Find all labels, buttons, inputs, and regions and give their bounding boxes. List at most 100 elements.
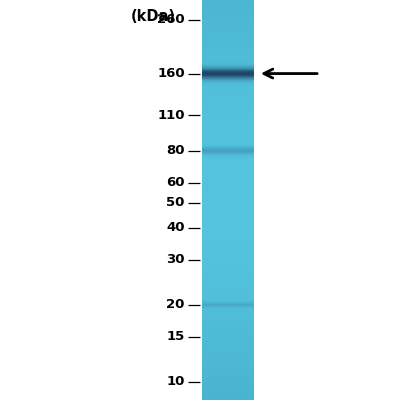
Bar (202, 87, 254, 88)
Bar (202, 54, 254, 55)
Bar (202, 57, 254, 58)
Bar (202, 162, 254, 163)
Bar (202, 259, 254, 260)
Bar (202, 79, 254, 80)
Bar (202, 92, 254, 93)
Bar (202, 69, 254, 70)
Bar (202, 91, 254, 92)
Bar (202, 140, 254, 141)
Bar (202, 226, 254, 228)
Bar (202, 160, 254, 161)
Bar (202, 123, 254, 124)
Bar (202, 141, 254, 142)
Bar (202, 36, 254, 37)
Bar (202, 224, 254, 226)
Bar (202, 126, 254, 127)
Bar (202, 131, 254, 132)
Bar (202, 333, 254, 334)
Bar (202, 43, 254, 44)
Bar (202, 396, 254, 397)
Bar (202, 248, 254, 249)
Bar (202, 151, 254, 152)
Bar (202, 23, 254, 24)
Bar (202, 346, 254, 347)
Text: 110: 110 (157, 109, 185, 122)
Bar (202, 374, 254, 375)
Bar (202, 24, 254, 25)
Bar (202, 310, 254, 311)
Bar (202, 266, 254, 267)
Bar (202, 379, 254, 380)
Bar (202, 3, 254, 4)
Bar (202, 19, 254, 20)
Bar (202, 144, 254, 145)
Bar (202, 139, 254, 140)
Bar (202, 370, 254, 371)
Bar (202, 48, 254, 49)
Bar (202, 61, 254, 62)
Bar (202, 21, 254, 22)
Bar (202, 45, 254, 46)
Bar (202, 26, 254, 27)
Bar (202, 124, 254, 125)
Bar (202, 153, 254, 154)
Bar (202, 39, 254, 40)
Bar (202, 196, 254, 198)
Bar (202, 4, 254, 5)
Bar (202, 52, 254, 53)
Bar (202, 49, 254, 50)
Bar (202, 139, 254, 140)
Bar (202, 73, 254, 74)
Bar (202, 54, 254, 55)
Bar (202, 212, 254, 214)
Bar (202, 146, 254, 147)
Bar (202, 342, 254, 343)
Bar (202, 280, 254, 281)
Bar (202, 296, 254, 297)
Bar (202, 173, 254, 174)
Bar (202, 117, 254, 118)
Bar (202, 63, 254, 64)
Bar (202, 158, 254, 159)
Bar (202, 222, 254, 224)
Text: 260: 260 (157, 13, 185, 26)
Bar (202, 120, 254, 121)
Bar (202, 128, 254, 129)
Bar (202, 385, 254, 386)
Bar (202, 200, 254, 202)
Bar (202, 186, 254, 188)
Bar (202, 88, 254, 89)
Bar (202, 391, 254, 392)
Bar (202, 142, 254, 143)
Bar (202, 111, 254, 112)
Bar (202, 160, 254, 162)
Bar (202, 291, 254, 292)
Bar (202, 15, 254, 16)
Bar (202, 135, 254, 136)
Bar (202, 84, 254, 85)
Bar (202, 33, 254, 34)
Bar (202, 390, 254, 391)
Bar (202, 71, 254, 72)
Bar (202, 184, 254, 186)
Bar (202, 118, 254, 119)
Bar (202, 105, 254, 106)
Bar (202, 350, 254, 351)
Bar (202, 95, 254, 96)
Bar (202, 334, 254, 335)
Bar (202, 46, 254, 47)
Bar (202, 397, 254, 398)
Bar (202, 102, 254, 103)
Bar (202, 261, 254, 262)
Bar (202, 216, 254, 218)
Bar (202, 166, 254, 167)
Bar (202, 98, 254, 99)
Bar (202, 103, 254, 104)
Bar (202, 16, 254, 17)
Bar (202, 60, 254, 61)
Bar (202, 68, 254, 69)
Bar (202, 65, 254, 66)
Bar (202, 126, 254, 127)
Bar (202, 38, 254, 39)
Text: 15: 15 (166, 330, 185, 343)
